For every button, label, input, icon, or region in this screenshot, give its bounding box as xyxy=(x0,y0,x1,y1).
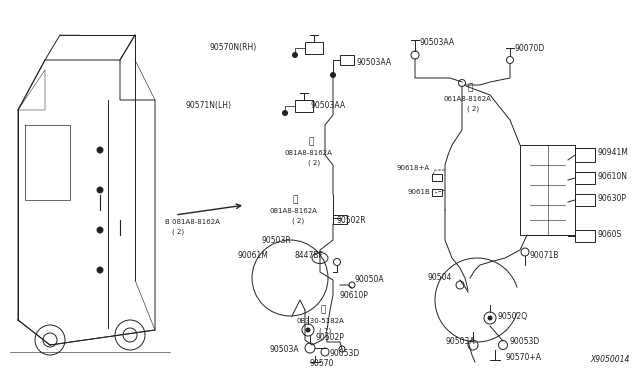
Text: 90050A: 90050A xyxy=(355,276,385,285)
Text: X9050014: X9050014 xyxy=(591,356,630,365)
Text: 90504: 90504 xyxy=(428,273,452,282)
Text: 90503AA: 90503AA xyxy=(357,58,392,67)
Text: 081A8-8162A: 081A8-8162A xyxy=(284,150,332,156)
Circle shape xyxy=(306,328,310,332)
Text: 90630P: 90630P xyxy=(598,193,627,202)
Text: 9060S: 9060S xyxy=(598,230,622,238)
Circle shape xyxy=(97,187,103,193)
Text: 081A8-8162A: 081A8-8162A xyxy=(269,208,317,214)
Text: 90610N: 90610N xyxy=(598,171,628,180)
Bar xyxy=(295,100,313,112)
Circle shape xyxy=(97,267,103,273)
Text: 90053D: 90053D xyxy=(330,349,360,357)
Text: 90503A: 90503A xyxy=(270,346,300,355)
Text: 90502P: 90502P xyxy=(316,334,345,343)
Text: 90571N(LH): 90571N(LH) xyxy=(186,100,232,109)
Bar xyxy=(575,172,595,184)
Circle shape xyxy=(97,147,103,153)
Text: 90053D: 90053D xyxy=(510,337,540,346)
Text: 90502Q: 90502Q xyxy=(498,311,528,321)
Text: 8447BF: 8447BF xyxy=(295,250,324,260)
Text: 90070D: 90070D xyxy=(515,44,545,52)
Circle shape xyxy=(292,52,298,58)
Bar xyxy=(432,189,442,196)
Bar xyxy=(575,148,595,162)
Text: 90570N(RH): 90570N(RH) xyxy=(210,42,257,51)
Bar xyxy=(575,230,595,242)
Text: 90570: 90570 xyxy=(310,359,334,369)
Circle shape xyxy=(330,73,335,77)
Text: 061A8-8162A: 061A8-8162A xyxy=(443,96,491,102)
Text: B 081A8-8162A: B 081A8-8162A xyxy=(165,219,220,225)
Bar xyxy=(520,145,575,235)
Text: 90071B: 90071B xyxy=(530,250,559,260)
Text: Ⓑ: Ⓑ xyxy=(308,138,314,147)
Text: 90610P: 90610P xyxy=(340,291,369,299)
Bar xyxy=(333,215,347,224)
Bar xyxy=(340,55,354,65)
Bar xyxy=(432,174,442,181)
Text: ( 2): ( 2) xyxy=(308,160,320,166)
Circle shape xyxy=(488,316,492,320)
Text: Ⓑ: Ⓑ xyxy=(292,196,298,205)
Bar xyxy=(575,194,595,206)
Circle shape xyxy=(97,227,103,233)
Text: 90618+A: 90618+A xyxy=(397,165,430,171)
Text: 90061M: 90061M xyxy=(238,250,269,260)
Text: 90941M: 90941M xyxy=(598,148,629,157)
Text: 90570+A: 90570+A xyxy=(506,353,542,362)
Text: ( 2): ( 2) xyxy=(467,106,479,112)
Text: Ⓑ: Ⓑ xyxy=(467,83,473,93)
Text: 0B330-5182A: 0B330-5182A xyxy=(296,318,344,324)
Bar xyxy=(305,42,323,54)
Text: ( 1): ( 1) xyxy=(319,328,331,334)
Text: ( 2): ( 2) xyxy=(172,229,184,235)
Text: 90503AA: 90503AA xyxy=(311,100,346,109)
Text: 9061B: 9061B xyxy=(407,189,430,195)
Text: 90502R: 90502R xyxy=(337,215,367,224)
Text: Ⓑ: Ⓑ xyxy=(320,305,326,314)
Text: ( 2): ( 2) xyxy=(292,218,304,224)
Circle shape xyxy=(282,110,287,115)
Text: 90503A: 90503A xyxy=(445,337,475,346)
Text: 90503R: 90503R xyxy=(262,235,292,244)
Text: 90503AA: 90503AA xyxy=(420,38,455,46)
